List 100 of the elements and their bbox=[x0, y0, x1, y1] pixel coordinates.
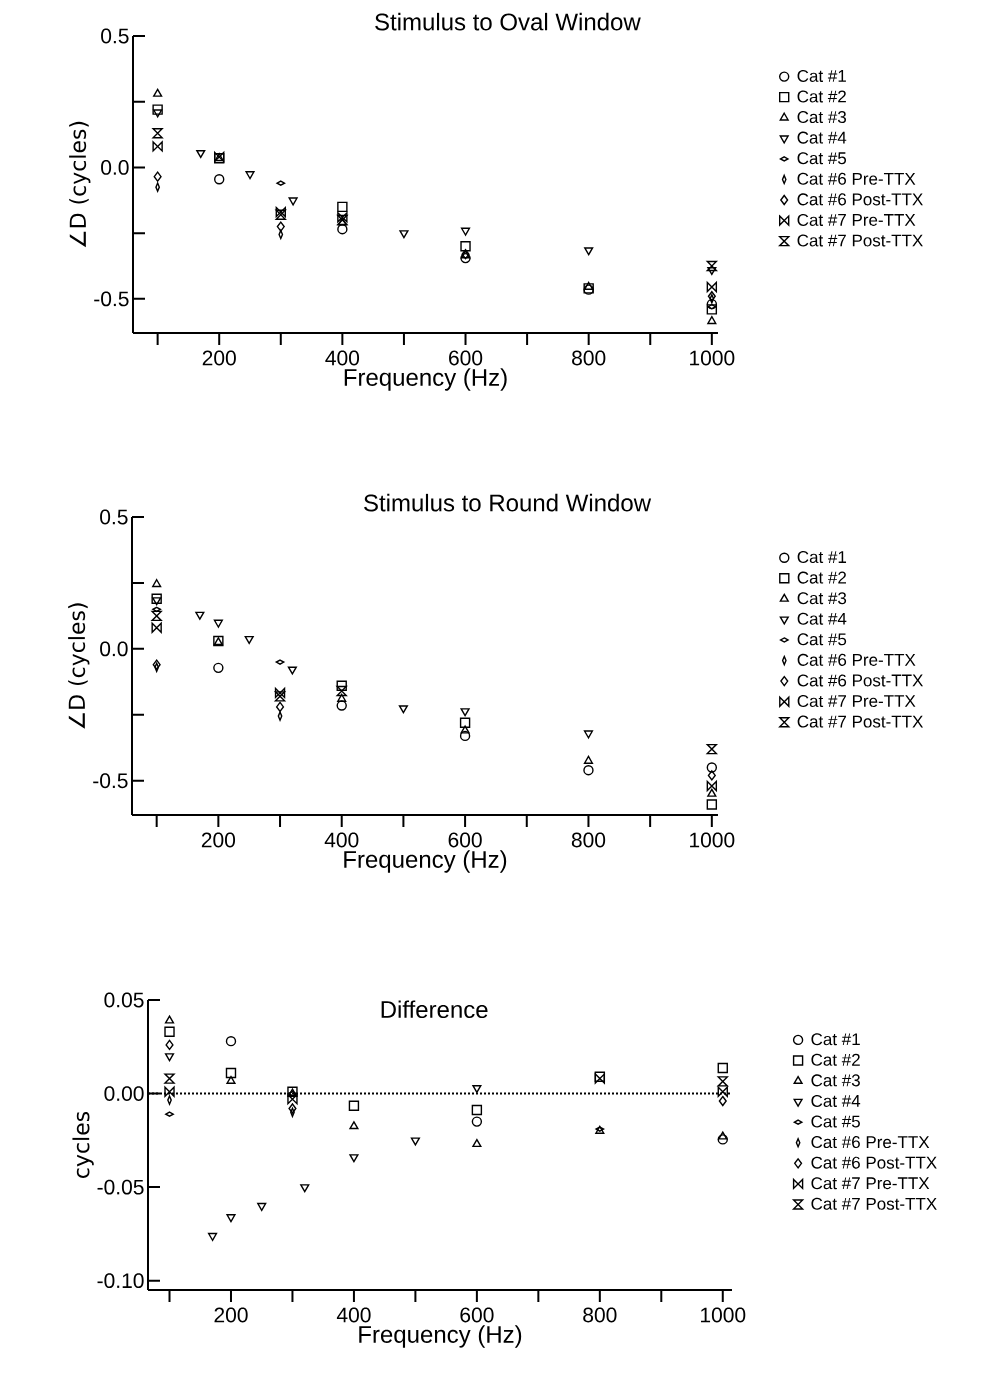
point bbox=[213, 619, 223, 628]
point bbox=[274, 691, 286, 702]
legend-label: Cat #1 bbox=[797, 551, 847, 564]
legend-label: Cat #7 Post-TTX bbox=[811, 1197, 937, 1210]
point bbox=[471, 1104, 483, 1116]
point bbox=[152, 104, 163, 115]
point bbox=[153, 88, 163, 97]
point bbox=[706, 260, 718, 272]
y-tick-label: -0.5 bbox=[94, 291, 129, 307]
point bbox=[164, 1086, 175, 1097]
point bbox=[165, 1039, 174, 1051]
point bbox=[225, 1067, 237, 1079]
chart-title: Stimulus to Round Window bbox=[364, 493, 652, 512]
legend-label: Cat #6 Post-TTX bbox=[811, 1156, 937, 1169]
legend-label: Cat #7 Pre-TTX bbox=[797, 213, 916, 226]
legend-label: Cat #5 bbox=[797, 152, 847, 165]
point bbox=[717, 1086, 728, 1097]
point bbox=[196, 150, 206, 159]
legend-label: Cat #2 bbox=[811, 1053, 860, 1066]
y-tick-label: -0.5 bbox=[93, 773, 128, 789]
x-tick-label: 400 bbox=[336, 1307, 371, 1323]
legend-label: Cat #4 bbox=[797, 131, 847, 144]
point bbox=[257, 1202, 267, 1212]
point bbox=[584, 281, 594, 290]
point bbox=[460, 708, 470, 717]
chart-title: Stimulus to Oval Window bbox=[375, 12, 641, 31]
legend-label: Cat #6 Pre-TTX bbox=[797, 172, 916, 185]
x-tick-label: 200 bbox=[201, 832, 236, 848]
legend-label: Cat #1 bbox=[811, 1033, 860, 1046]
point bbox=[706, 304, 718, 315]
point bbox=[583, 764, 594, 776]
point bbox=[152, 128, 163, 139]
point bbox=[706, 799, 718, 810]
x-tick-label: 1000 bbox=[690, 832, 735, 848]
point bbox=[207, 1232, 218, 1241]
y-tick-label: 0.05 bbox=[104, 992, 144, 1008]
point bbox=[717, 1076, 728, 1087]
point bbox=[706, 780, 718, 792]
point bbox=[707, 770, 716, 781]
point bbox=[226, 1214, 236, 1223]
point bbox=[213, 662, 224, 674]
point bbox=[244, 635, 254, 645]
y-tick-label: -0.10 bbox=[97, 1273, 144, 1289]
legend-label: Cat #7 Post-TTX bbox=[797, 715, 924, 728]
point bbox=[274, 687, 286, 699]
legend-label: Cat #3 bbox=[797, 592, 847, 605]
point bbox=[164, 1053, 175, 1062]
legend-label: Cat #6 Pre-TTX bbox=[811, 1136, 930, 1149]
point bbox=[152, 659, 161, 670]
point bbox=[288, 197, 298, 206]
legend-label: Cat #6 Post-TTX bbox=[797, 674, 924, 687]
point bbox=[348, 1100, 360, 1111]
point bbox=[151, 622, 162, 633]
point bbox=[151, 610, 162, 622]
y-axis-title: ∠D (cycles) bbox=[68, 603, 90, 729]
point bbox=[459, 717, 471, 728]
point bbox=[707, 788, 717, 797]
legend-label: Cat #4 bbox=[797, 612, 847, 625]
chart-title: Difference bbox=[381, 1000, 488, 1019]
y-tick-label: 0.5 bbox=[101, 28, 129, 44]
point bbox=[349, 1154, 359, 1163]
point bbox=[164, 1026, 175, 1038]
point bbox=[164, 1073, 175, 1084]
x-axis-title: Frequency (Hz) bbox=[344, 368, 507, 391]
legend-label: Cat #2 bbox=[797, 571, 846, 584]
x-axis-title: Frequency (Hz) bbox=[344, 850, 507, 873]
x-tick-label: 200 bbox=[202, 350, 236, 366]
point bbox=[460, 227, 471, 236]
x-tick-label: 400 bbox=[325, 350, 360, 366]
x-tick-label: 1000 bbox=[701, 1307, 746, 1323]
legend-label: Cat #6 Pre-TTX bbox=[797, 653, 916, 666]
y-tick-label: 0.0 bbox=[101, 159, 129, 175]
point bbox=[225, 1035, 237, 1047]
point bbox=[337, 693, 347, 702]
y-tick-label: -0.05 bbox=[97, 1179, 144, 1195]
point bbox=[583, 730, 594, 739]
x-tick-label: 800 bbox=[571, 832, 606, 848]
legend-label: Cat #4 bbox=[811, 1094, 861, 1107]
point bbox=[226, 1075, 236, 1084]
x-tick-label: 800 bbox=[572, 350, 606, 366]
point bbox=[288, 1103, 297, 1114]
legend-label: Cat #1 bbox=[797, 69, 846, 82]
point bbox=[472, 1085, 482, 1094]
point bbox=[718, 1131, 728, 1140]
x-axis-title: Frequency (Hz) bbox=[359, 1325, 522, 1348]
point bbox=[153, 171, 162, 182]
point bbox=[195, 611, 205, 620]
y-tick-label: 0.00 bbox=[104, 1086, 144, 1101]
x-tick-label: 600 bbox=[449, 350, 483, 366]
point bbox=[410, 1137, 420, 1146]
legend-label: Cat #6 Post-TTX bbox=[797, 193, 923, 206]
legend-label: Cat #3 bbox=[797, 111, 847, 124]
y-tick-label: 0.5 bbox=[100, 509, 128, 525]
legend-label: Cat #5 bbox=[797, 633, 847, 646]
point bbox=[398, 705, 408, 714]
point bbox=[164, 1015, 175, 1024]
legend-label: Cat #7 Post-TTX bbox=[797, 234, 923, 247]
x-tick-label: 800 bbox=[583, 1307, 617, 1323]
x-tick-label: 400 bbox=[324, 832, 359, 848]
point bbox=[471, 1116, 483, 1127]
